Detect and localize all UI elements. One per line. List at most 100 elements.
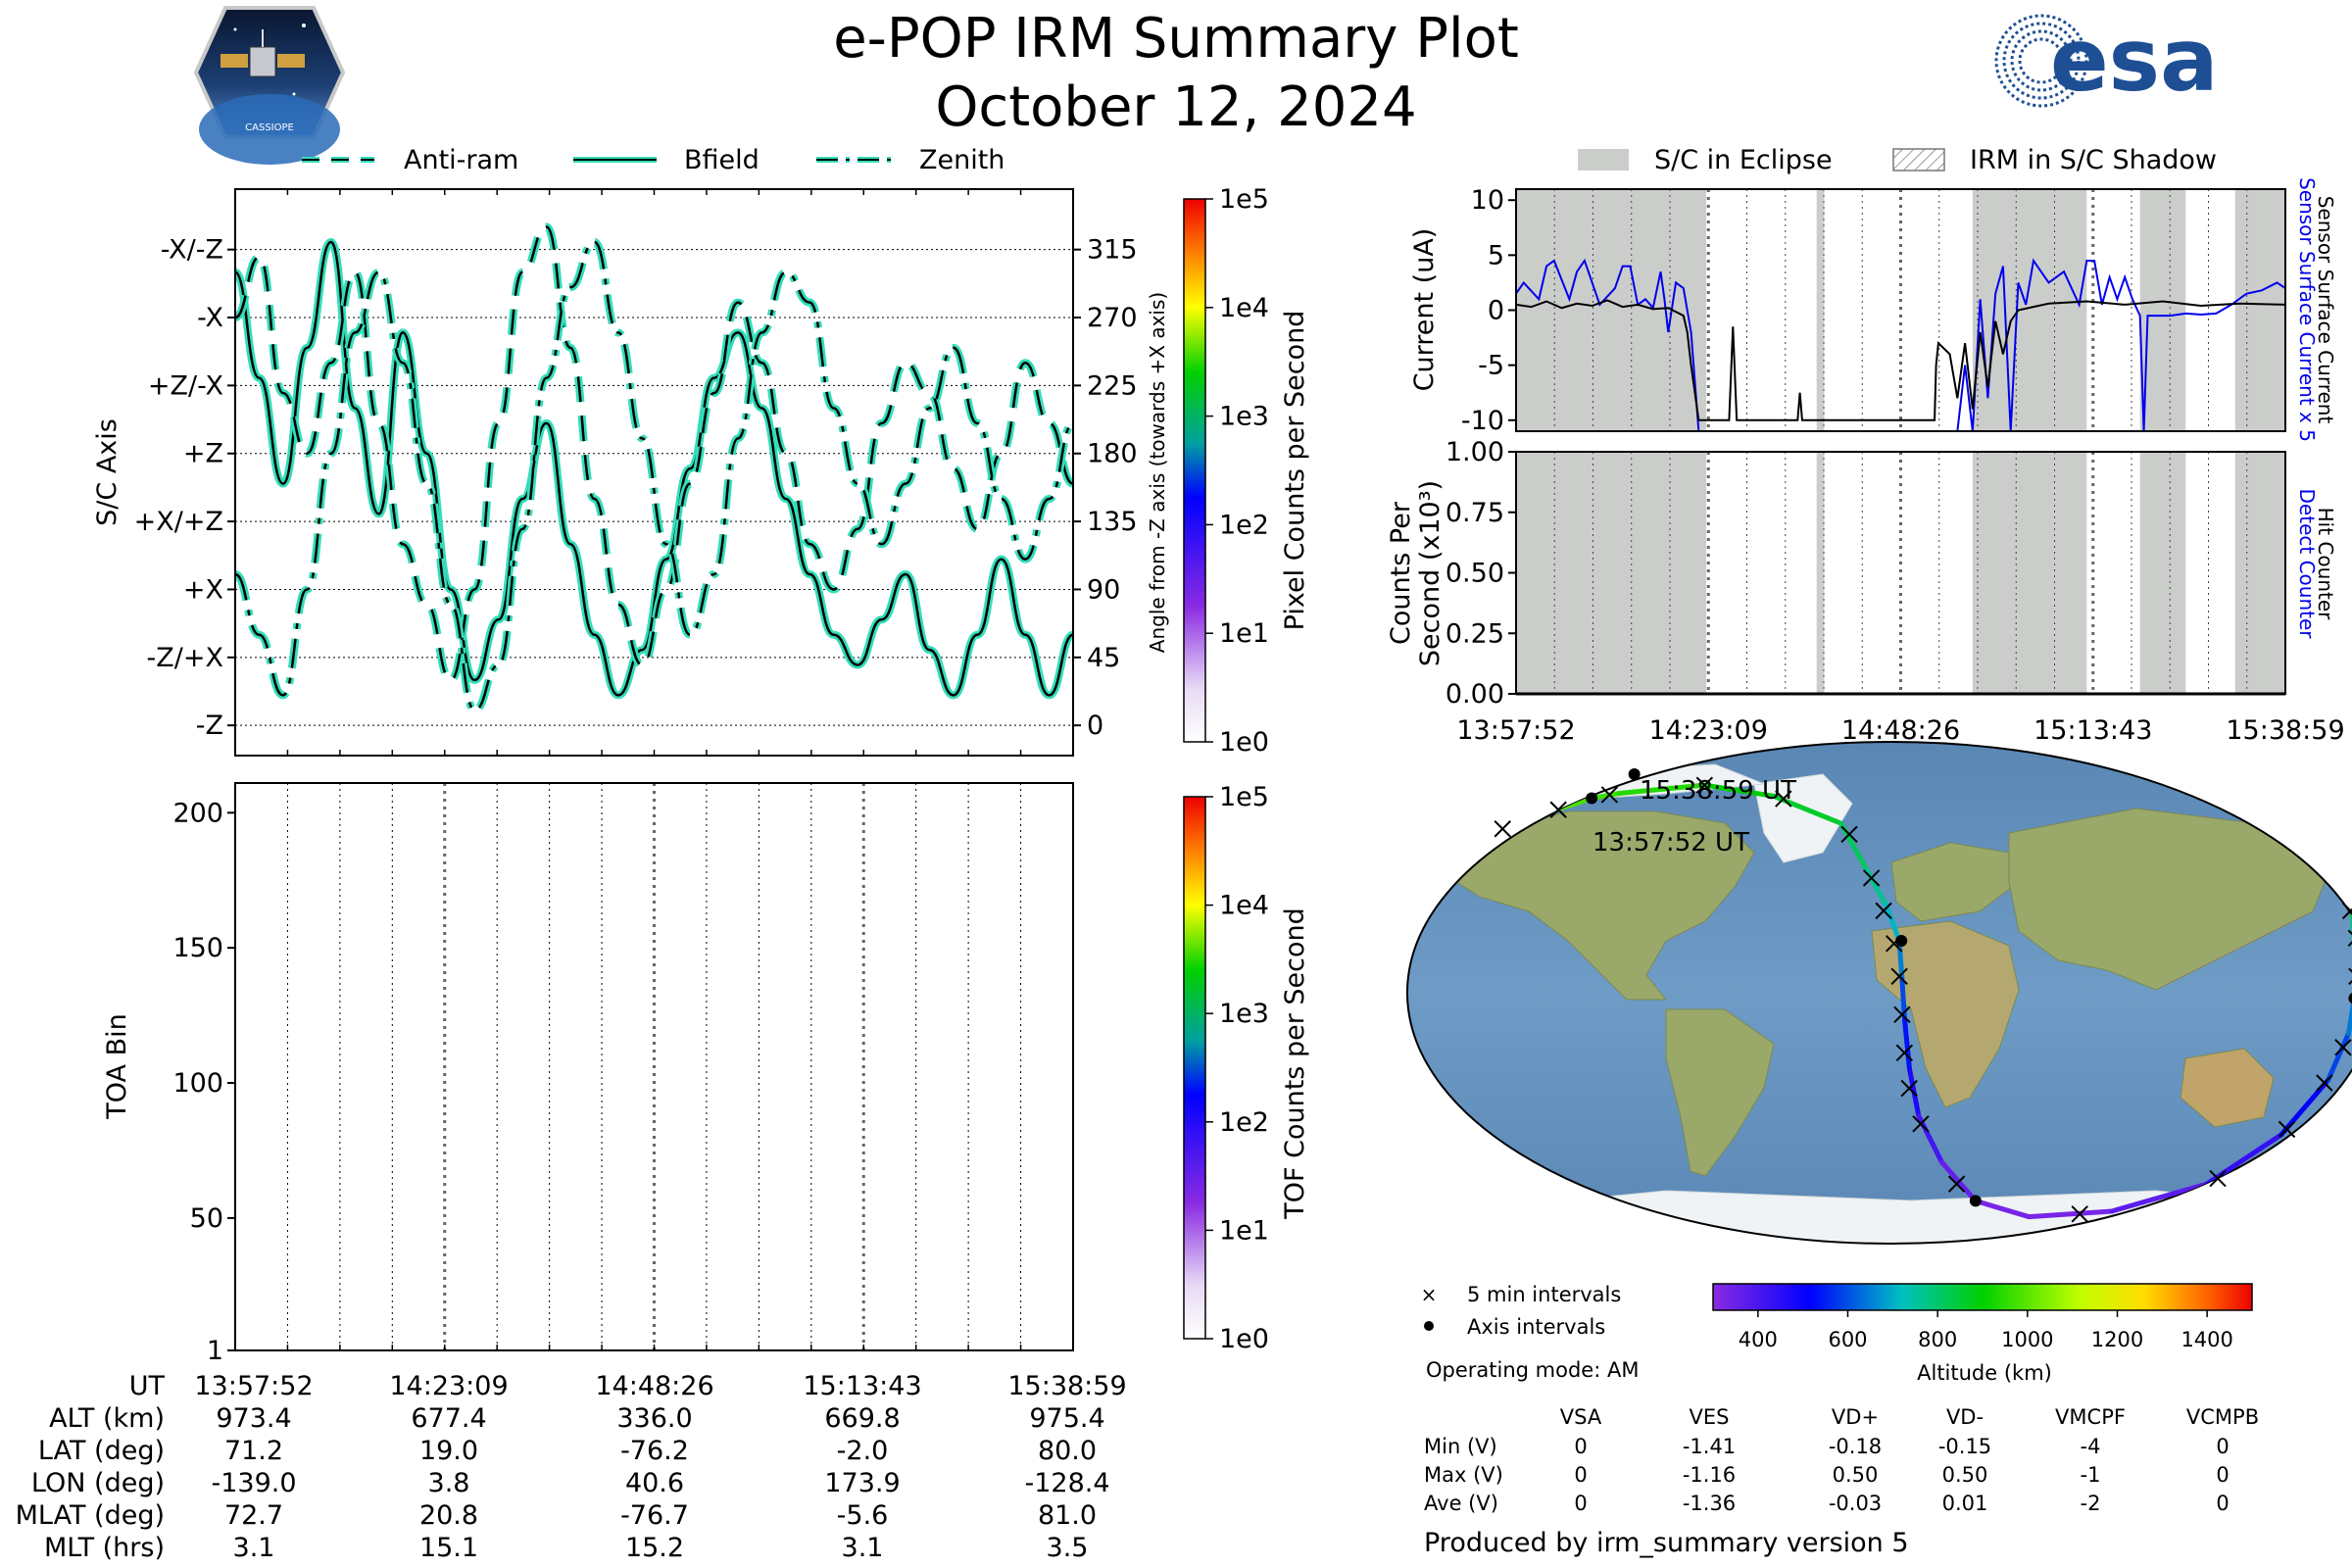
colorbar-tick-label: 1e1	[1219, 618, 1269, 649]
counts-ytick-label: 1.00	[1446, 437, 1504, 467]
eclipse-legend: S/C in Eclipse IRM in S/C Shadow	[1578, 145, 2217, 175]
five-min-marker-icon	[2278, 1120, 2296, 1139]
axis-interval-marker-icon	[1895, 935, 1908, 948]
angle-series-bfield-line	[235, 240, 1073, 697]
info-cell: -139.0	[211, 1468, 296, 1498]
five-min-marker-icon	[1900, 1079, 1918, 1098]
angle-axis-label: +Z	[183, 439, 223, 469]
counts-xtick-label: 13:57:52	[1456, 715, 1575, 746]
orbit-track-segment	[1973, 1198, 2032, 1220]
angle-series	[235, 222, 1073, 714]
angle-tick-label: 180	[1087, 439, 1138, 469]
counts-ylabel-right-black: Hit Counter	[2314, 508, 2337, 620]
angle-tick-label: 90	[1087, 574, 1120, 605]
current-ytick-label: 0	[1488, 296, 1504, 326]
counts-ytick-label: 0.50	[1446, 559, 1504, 589]
tof-colorbar-gradient	[1183, 796, 1206, 1340]
map-end-label: 15:38:59 UT	[1640, 776, 1796, 806]
map-legend: × 5 min intervals Axis intervals	[1421, 1283, 1622, 1339]
altitude-tick-label: 1000	[2001, 1328, 2053, 1351]
info-row-label: ALT (km)	[49, 1403, 165, 1434]
angle-tick-label: 225	[1087, 370, 1138, 401]
colorbar-tick-label: 1e5	[1219, 782, 1269, 812]
orbit-track-segment	[2278, 1077, 2331, 1138]
map-start-label: 13:57:52 UT	[1592, 828, 1749, 858]
counts-ytick-label: 0.25	[1446, 618, 1504, 649]
orbit-track-segment	[1884, 903, 1902, 944]
legend-x-marker-icon: ×	[1421, 1283, 1438, 1306]
voltage-cell: 0.50	[1942, 1463, 1988, 1487]
altitude-tick-label: 1200	[2091, 1328, 2143, 1351]
info-cell: 81.0	[1038, 1500, 1097, 1531]
axis-interval-marker-icon	[1628, 767, 1641, 780]
counts-ylabel-line1: Counts Per	[1386, 501, 1416, 645]
legend-swatch-eclipse	[1578, 149, 1629, 171]
current-series-blue-line	[1516, 258, 2285, 431]
info-cell: 973.4	[216, 1403, 291, 1434]
pixel-colorbar-ticks: 1e5 1e4 1e3 1e2 1e1 1e0	[1205, 184, 1269, 758]
info-row-label: LAT (deg)	[38, 1436, 165, 1466]
legend-dot-marker-icon	[1424, 1321, 1434, 1331]
current-ticks: 10 5 0 -5 -10	[1461, 185, 1516, 436]
angle-series-antiram-line	[235, 225, 1073, 682]
voltage-row-label: Max (V)	[1424, 1463, 1503, 1487]
five-min-marker-icon	[2341, 902, 2352, 920]
current-ytick-label: -10	[1461, 406, 1504, 436]
colorbar-tick-label: 1e0	[1219, 1324, 1269, 1354]
voltage-cell: 0	[2216, 1492, 2229, 1515]
voltage-cell: -2	[2081, 1492, 2101, 1515]
current-ytick-label: 10	[1471, 185, 1504, 216]
voltage-cell: -0.18	[1829, 1435, 1882, 1458]
voltage-col-header: VCMPB	[2186, 1405, 2259, 1429]
legend-swatch-shadow	[1892, 148, 1945, 172]
eclipse-band	[2234, 189, 2285, 431]
counts-ytick-label: 0.75	[1446, 498, 1504, 528]
info-cell: 14:48:26	[595, 1371, 713, 1401]
eclipse-band	[1516, 189, 1707, 431]
altitude-tick-label: 1400	[2180, 1328, 2232, 1351]
toa-ylabel: TOA Bin	[102, 1013, 132, 1119]
orbit-track-segment	[1896, 938, 1905, 982]
angle-tick-label: 315	[1087, 235, 1138, 266]
voltage-col-header: VD+	[1832, 1405, 1879, 1429]
five-min-marker-icon	[1600, 786, 1619, 804]
counts-panel: 1.00 0.75 0.50 0.25 0.00 Counts Per Second (…	[1386, 437, 2345, 746]
colorbar-tick-label: 1e3	[1219, 999, 1269, 1029]
esa-logo-text: esa	[2050, 10, 2218, 111]
info-row-label: MLAT (deg)	[16, 1500, 165, 1531]
info-cell: -2.0	[837, 1436, 889, 1466]
voltage-row-label: Ave (V)	[1424, 1492, 1498, 1515]
info-cell: 173.9	[824, 1468, 900, 1498]
land-antarctica	[1469, 1190, 2352, 1244]
map-border	[1406, 741, 2352, 1245]
counts-xtick-label: 15:38:59	[2226, 715, 2344, 746]
current-ytick-label: 5	[1488, 240, 1504, 270]
altitude-colorbar-label: Altitude (km)	[1917, 1361, 2052, 1385]
voltage-cell: 0	[1574, 1435, 1587, 1458]
pixel-colorbar-label: Pixel Counts per Second	[1280, 311, 1310, 631]
esa-swirl-icon	[1994, 14, 2088, 108]
colorbar-tick-label: 1e3	[1219, 402, 1269, 432]
five-min-marker-icon	[2071, 1205, 2088, 1223]
angle-tick-label: 135	[1087, 507, 1138, 537]
esa-logo: esa	[1994, 10, 2218, 111]
five-min-marker-icon	[1875, 902, 1892, 920]
eclipse-band	[1816, 452, 1825, 694]
voltage-cell: -0.03	[1829, 1492, 1882, 1515]
current-eclipse-shading	[1516, 189, 2285, 431]
legend-label-shadow: IRM in S/C Shadow	[1970, 145, 2217, 175]
colorbar-tick-label: 1e4	[1219, 891, 1269, 921]
info-table: UT 13:57:52 14:23:09 14:48:26 15:13:43 15:38:…	[16, 1371, 1127, 1563]
voltage-cell: 0.50	[1833, 1463, 1879, 1487]
voltage-cell: 0.01	[1942, 1492, 1988, 1515]
legend-label-bfield: Bfield	[684, 145, 760, 175]
angle-axis-label: +X	[183, 574, 223, 605]
eclipse-band	[1816, 189, 1825, 431]
map-marks	[1494, 767, 2352, 1223]
current-ytick-label: -5	[1478, 351, 1504, 381]
current-series-black-line	[1516, 299, 2285, 421]
info-cell: 3.8	[428, 1468, 470, 1498]
voltage-cell: -1	[2081, 1463, 2101, 1487]
